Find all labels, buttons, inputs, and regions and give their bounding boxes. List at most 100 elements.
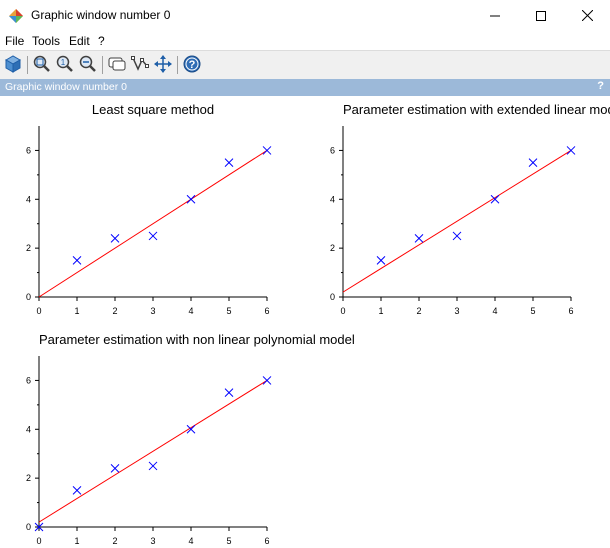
minimize-button[interactable] — [472, 0, 518, 31]
x-tick-label: 5 — [226, 536, 231, 546]
data-point — [376, 256, 386, 265]
x-tick-label: 4 — [188, 306, 193, 316]
x-tick-label: 6 — [264, 306, 269, 316]
plot-2-title: Parameter estimation with extended linea… — [343, 102, 610, 117]
data-point-stroke — [34, 522, 44, 532]
maximize-icon — [536, 10, 546, 21]
y-tick-label: 6 — [26, 145, 31, 155]
data-point — [148, 231, 158, 241]
data-point-stroke — [72, 486, 82, 495]
y-tick-label: 4 — [26, 194, 31, 204]
x-tick-label: 0 — [36, 306, 41, 316]
toolbar-separator — [102, 56, 103, 74]
data-point — [490, 194, 500, 204]
plot-3: 0 2 4 6 0 1 2 3 4 5 6 — [26, 356, 272, 546]
data-point-stroke — [414, 234, 424, 243]
rotate-icon[interactable] — [3, 54, 23, 74]
editor-icon[interactable] — [130, 54, 150, 74]
data-point-stroke — [110, 464, 120, 473]
y-tick-label: 0 — [26, 292, 31, 302]
x-tick-label: 6 — [568, 306, 573, 316]
data-point — [72, 486, 82, 495]
data-point-stroke — [376, 256, 386, 265]
x-tick-label: 3 — [454, 306, 459, 316]
data-point — [452, 231, 462, 241]
minimize-icon — [490, 15, 500, 16]
data-point — [262, 146, 272, 155]
x-tick-label: 1 — [74, 306, 79, 316]
x-tick-label: 6 — [264, 536, 269, 546]
data-point-stroke — [72, 256, 82, 265]
x-tick-label: 2 — [416, 306, 421, 316]
data-point — [262, 376, 272, 385]
svg-text:1: 1 — [61, 58, 66, 67]
data-point — [148, 461, 158, 471]
menu-tools[interactable]: Tools — [32, 34, 61, 48]
datatip-icon[interactable] — [107, 54, 127, 74]
fit-line — [342, 150, 572, 293]
x-tick-label: 2 — [112, 536, 117, 546]
data-point — [186, 424, 196, 434]
menu-file[interactable]: File — [5, 34, 25, 48]
plots-svg: 0 2 4 6 0 1 2 3 4 5 6 0 2 4 6 0 1 2 3 4 5 6 0 2 4 6 0 1 2 3 4 5 6 — [26, 126, 576, 546]
menu-bar: File Tools Edit ? — [0, 31, 610, 50]
x-tick-label: 2 — [112, 306, 117, 316]
svg-text:?: ? — [189, 59, 196, 71]
y-tick-label: 4 — [330, 194, 335, 204]
data-point-stroke — [528, 158, 538, 167]
toolbar-separator — [27, 56, 28, 74]
window-titlebar: Graphic window number 0 — [0, 0, 610, 31]
data-point — [414, 234, 424, 243]
toolbar-separator — [177, 56, 178, 74]
y-tick-label: 2 — [26, 473, 31, 483]
x-tick-label: 3 — [150, 306, 155, 316]
info-bar-help[interactable]: ? — [597, 80, 604, 92]
y-tick-label: 0 — [26, 522, 31, 532]
zoom-reset-icon[interactable]: 1 — [55, 54, 75, 74]
data-point-stroke — [186, 194, 196, 204]
fit-line — [38, 380, 268, 523]
x-tick-label: 1 — [74, 536, 79, 546]
x-tick-label: 5 — [530, 306, 535, 316]
graphic-canvas[interactable]: Least square method Parameter estimation… — [0, 96, 610, 548]
maximize-button[interactable] — [518, 0, 564, 31]
fit-line — [38, 150, 268, 298]
x-tick-label: 4 — [188, 536, 193, 546]
pan-icon[interactable] — [153, 54, 173, 74]
scilab-app-icon — [9, 9, 23, 23]
data-point-stroke — [110, 234, 120, 243]
data-point — [110, 464, 120, 473]
help-icon[interactable]: ? — [182, 54, 202, 74]
plot-1-title: Least square method — [91, 102, 215, 117]
window-title: Graphic window number 0 — [31, 8, 171, 22]
zoom-out-icon[interactable] — [78, 54, 98, 74]
close-icon — [581, 10, 593, 21]
toolbar: 1 ? — [0, 50, 610, 80]
data-point-stroke — [566, 146, 576, 155]
data-point — [186, 194, 196, 204]
y-tick-label: 2 — [26, 243, 31, 253]
x-tick-label: 5 — [226, 306, 231, 316]
data-point-stroke — [262, 376, 272, 385]
menu-edit[interactable]: Edit — [69, 34, 90, 48]
x-tick-label: 4 — [492, 306, 497, 316]
data-point-stroke — [186, 424, 196, 434]
data-point — [224, 158, 234, 167]
data-point-stroke — [148, 231, 158, 241]
data-point — [72, 256, 82, 265]
y-tick-label: 6 — [330, 145, 335, 155]
data-point — [110, 234, 120, 243]
data-point-stroke — [452, 231, 462, 241]
x-tick-label: 0 — [36, 536, 41, 546]
plot-1: 0 2 4 6 0 1 2 3 4 5 6 — [26, 126, 272, 316]
close-button[interactable] — [564, 0, 610, 31]
data-point — [528, 158, 538, 167]
y-tick-label: 4 — [26, 424, 31, 434]
menu-help[interactable]: ? — [98, 34, 105, 48]
y-tick-label: 6 — [26, 375, 31, 385]
data-point-stroke — [224, 388, 234, 397]
zoom-in-icon[interactable] — [32, 54, 52, 74]
x-tick-label: 0 — [340, 306, 345, 316]
info-bar-text: Graphic window number 0 — [5, 81, 127, 93]
data-point-stroke — [490, 194, 500, 204]
